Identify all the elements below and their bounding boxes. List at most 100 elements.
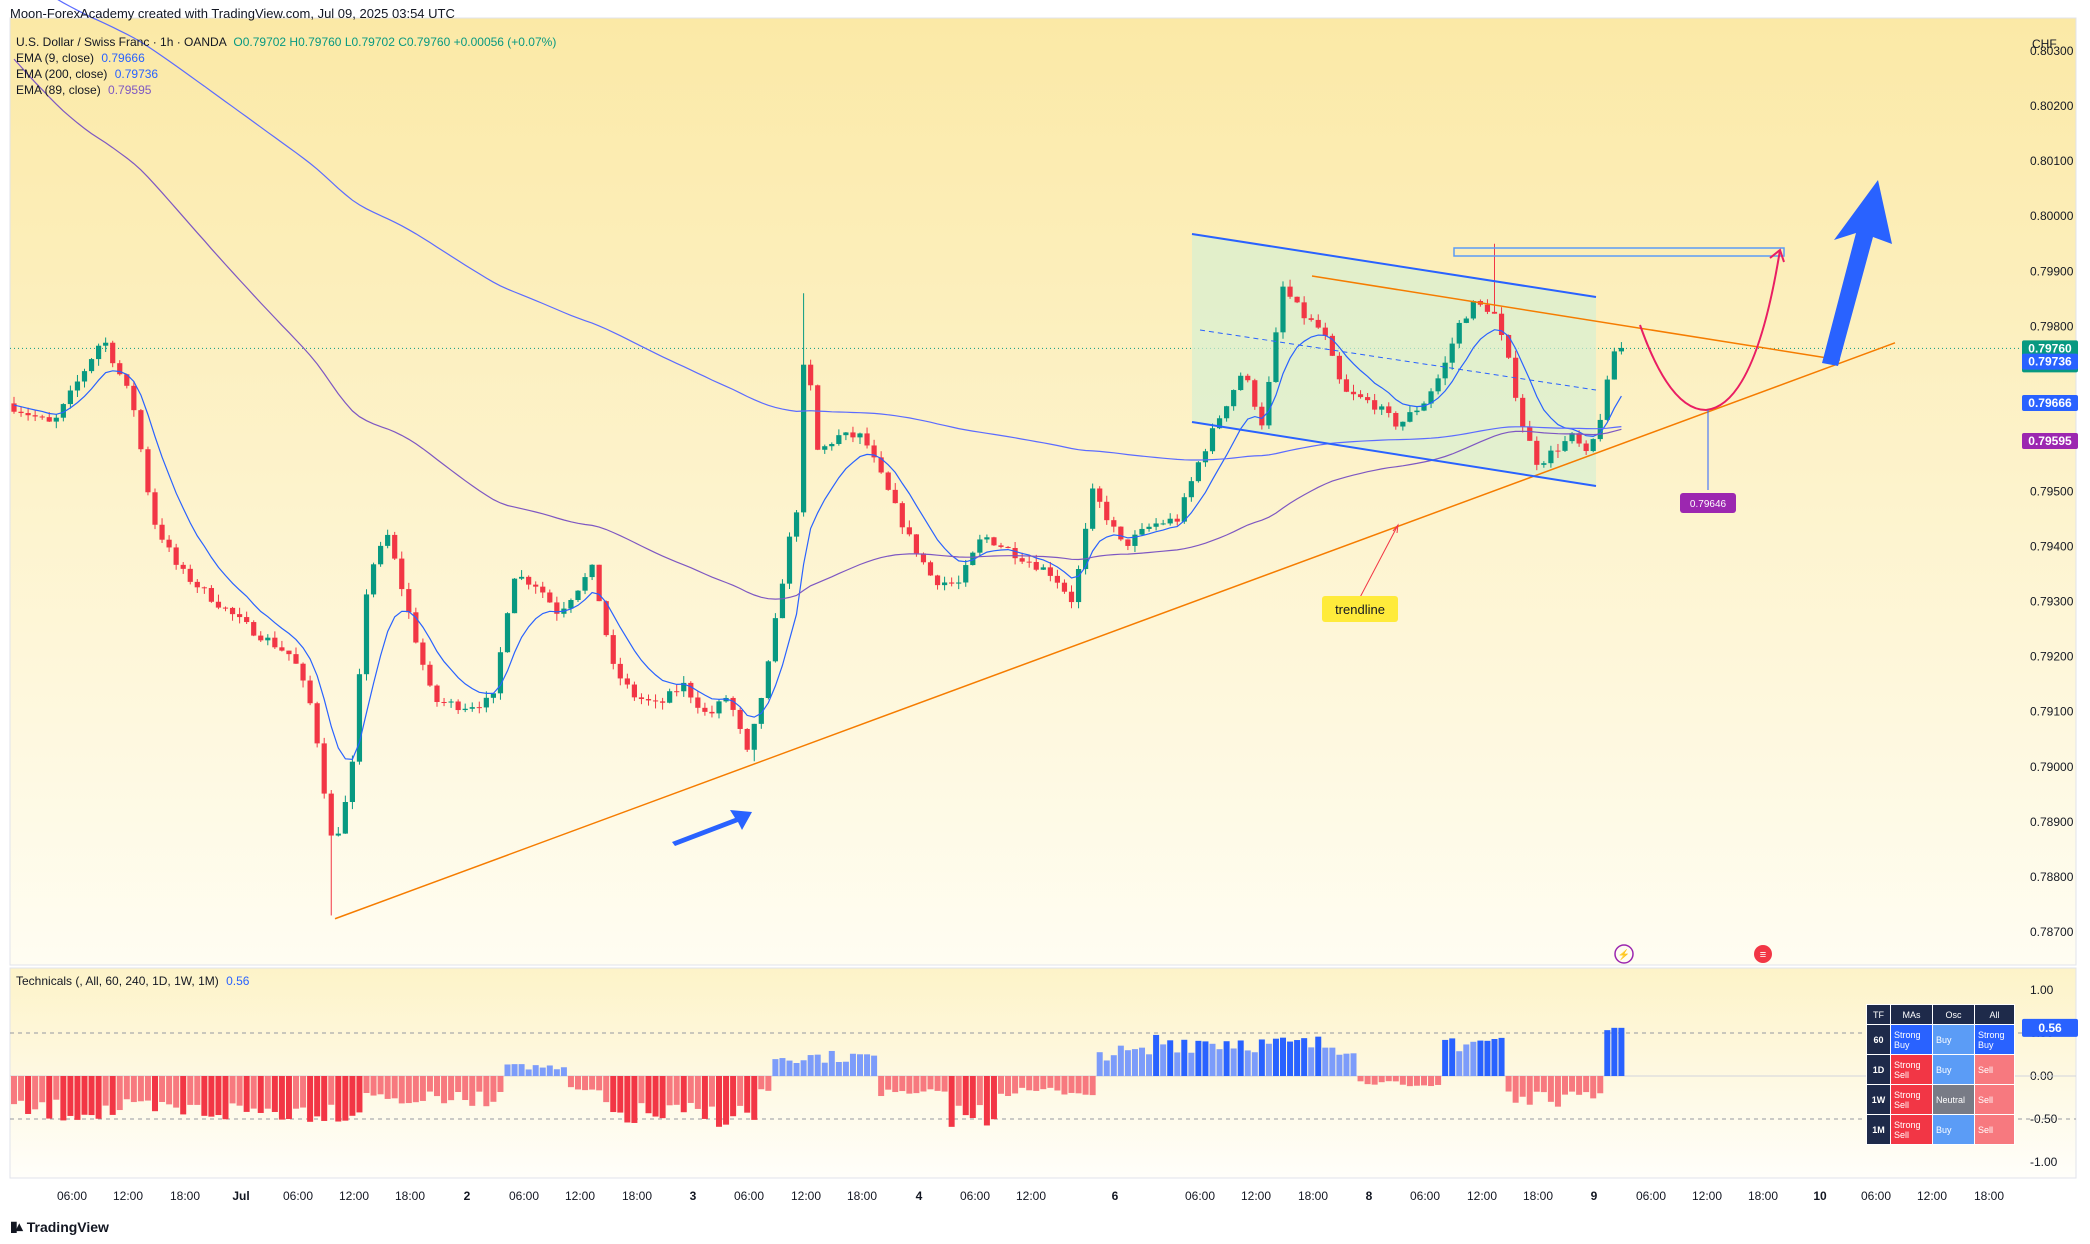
oscillator-bar (659, 1076, 666, 1119)
oscillator-bar (1371, 1076, 1378, 1085)
ema89-label: EMA (89, close) (16, 83, 101, 97)
candle-body (173, 547, 179, 565)
oscillator-bar (18, 1076, 25, 1101)
oscillator-bar (201, 1076, 208, 1116)
candle-body (293, 654, 299, 664)
candle-body (1386, 406, 1392, 413)
trendline-pointer-head (1392, 523, 1399, 534)
time-tick-label: 06:00 (509, 1189, 539, 1203)
oscillator-bar (751, 1076, 758, 1120)
ema9-row[interactable]: EMA (9, close) 0.79666 (16, 50, 556, 66)
price-label: 0.79760 (2028, 341, 2072, 355)
oscillator-bar (1512, 1076, 1519, 1103)
candle-body (194, 581, 200, 588)
oscillator-bar (116, 1076, 123, 1111)
tradingview-logo[interactable]: ▮▴ TradingView (10, 1218, 109, 1235)
candle-body (215, 601, 222, 608)
oscillator-bar (1061, 1076, 1068, 1095)
candle-body (1245, 375, 1251, 381)
time-tick-label: 12:00 (339, 1189, 369, 1203)
header-all: All (1974, 1004, 2015, 1025)
candle-body (1139, 528, 1145, 535)
oscillator-bar (701, 1076, 708, 1119)
oscillator-bar (1477, 1040, 1484, 1076)
oscillator-bar (1456, 1051, 1463, 1076)
oscillator-bar (779, 1058, 786, 1076)
header-osc: Osc (1932, 1004, 1975, 1025)
candle-body (1343, 379, 1350, 392)
technicals-legend[interactable]: Technicals (, All, 60, 240, 1D, 1W, 1M) … (16, 974, 249, 988)
oscillator-bar (857, 1054, 863, 1076)
candle-body (533, 584, 539, 587)
candle-body (159, 524, 165, 540)
candle-body (1026, 561, 1032, 563)
oscillator-bar (1329, 1047, 1336, 1076)
candle-body (1421, 403, 1427, 411)
oscillator-bar (123, 1076, 130, 1100)
price-tick-label: 0.79900 (2030, 264, 2074, 278)
candle-body (11, 403, 17, 412)
row-tf: 60 (1866, 1024, 1891, 1055)
symbol-row[interactable]: U.S. Dollar / Swiss Franc · 1h · OANDA O… (16, 34, 556, 50)
oscillator-bar (1047, 1076, 1054, 1088)
oscillator-bar (1209, 1043, 1216, 1076)
ema89-value: 0.79595 (108, 83, 152, 97)
candle-body (1583, 443, 1589, 452)
candle-body (18, 411, 24, 414)
ema200-label: EMA (200, close) (16, 67, 108, 81)
candle-body (660, 701, 666, 703)
ema200-row[interactable]: EMA (200, close) 0.79736 (16, 66, 556, 82)
candle-body (1160, 523, 1166, 525)
oscillator-bar (1075, 1076, 1082, 1094)
oscillator-bar (1576, 1076, 1583, 1095)
candle-body (1491, 311, 1498, 314)
oscillator-bar (1251, 1052, 1258, 1076)
candle-body (1520, 397, 1526, 427)
candle-body (1611, 351, 1617, 380)
table-header: TF MAs Osc All (1866, 1004, 2015, 1025)
candle-body (1379, 406, 1385, 410)
oscillator-bar (53, 1076, 60, 1100)
candle-body (1604, 379, 1610, 420)
oscillator-bar (1350, 1053, 1357, 1076)
projection-arrowhead (1769, 248, 1785, 263)
candle-body (1555, 450, 1561, 452)
oscillator-bar (370, 1076, 377, 1096)
time-tick-label: 06:00 (734, 1189, 764, 1203)
oscillator-bar (1181, 1039, 1188, 1076)
candle-body (927, 562, 934, 576)
oscillator-bar (1089, 1076, 1096, 1096)
candle-body (74, 381, 81, 391)
oscillator-bar (1280, 1037, 1286, 1076)
oscillator-bar (941, 1076, 948, 1092)
projection-curve (1639, 249, 1781, 412)
time-tick-label: 06:00 (1185, 1189, 1215, 1203)
candle-body (758, 697, 764, 724)
oscillator-bar (1554, 1076, 1561, 1107)
candle-body (363, 594, 370, 675)
candle-body (1287, 286, 1293, 297)
time-tick-label: Jul (232, 1189, 249, 1203)
oscillator-bar (1604, 1030, 1611, 1076)
time-tick-label: 18:00 (395, 1189, 425, 1203)
oscillator-bar (1442, 1039, 1449, 1076)
candle-body (1541, 463, 1547, 465)
candle-body (356, 674, 363, 762)
ema89-row[interactable]: EMA (89, close) 0.79595 (16, 82, 556, 98)
candle-body (1012, 547, 1018, 559)
ema200-line (57, 0, 1622, 461)
candle-body (829, 443, 835, 447)
candle-body (751, 723, 757, 750)
channel-mid-line (1199, 329, 1597, 391)
candle-body (1238, 375, 1244, 391)
oscillator-bar (1597, 1076, 1604, 1094)
oscillator-bar (575, 1076, 581, 1090)
table-row: 1D Strong Sell Buy Sell (1866, 1054, 2015, 1085)
oscillator-bar (1195, 1040, 1202, 1076)
oscillator-bar (222, 1076, 229, 1120)
candle-body (709, 711, 715, 714)
oscillator-bar (1174, 1052, 1181, 1076)
oscillator-bar (1562, 1076, 1568, 1095)
candle-body (67, 390, 73, 405)
